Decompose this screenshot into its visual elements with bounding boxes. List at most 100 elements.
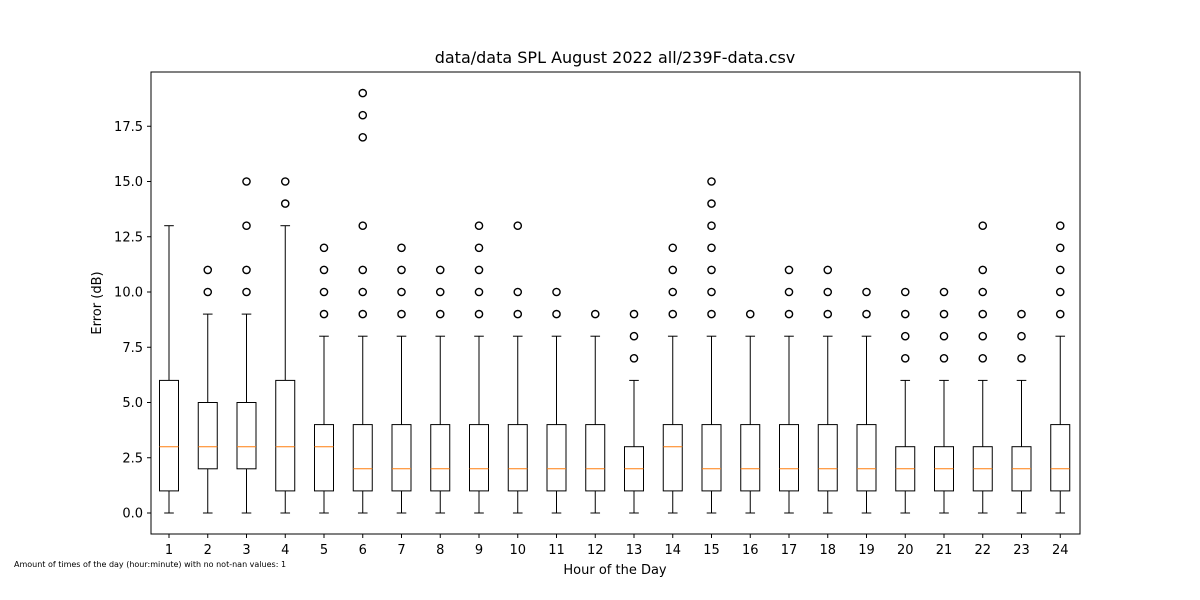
outlier-point bbox=[707, 177, 716, 186]
outlier-point bbox=[629, 353, 639, 363]
box bbox=[430, 424, 451, 492]
outlier-point bbox=[707, 287, 716, 297]
box bbox=[197, 402, 218, 470]
x-tick-label: 2 bbox=[204, 543, 212, 558]
box bbox=[275, 379, 296, 492]
y-tick-label: 7.5 bbox=[122, 341, 143, 356]
outlier-point bbox=[745, 309, 755, 319]
box bbox=[469, 424, 489, 492]
outlier-point bbox=[358, 265, 368, 275]
outlier-point bbox=[784, 287, 794, 297]
x-tick-label: 17 bbox=[781, 543, 798, 558]
outlier-point bbox=[319, 265, 329, 275]
outlier-point bbox=[629, 309, 639, 319]
y-tick-label: 10.0 bbox=[114, 286, 143, 301]
y-tick-label: 2.5 bbox=[122, 451, 143, 466]
outlier-point bbox=[629, 331, 639, 341]
axes-frame bbox=[150, 71, 1081, 535]
box bbox=[352, 424, 373, 492]
outlier-point bbox=[1017, 331, 1026, 341]
x-tick-label: 10 bbox=[509, 543, 526, 558]
x-tick-label: 8 bbox=[436, 543, 444, 558]
outlier-point bbox=[978, 309, 988, 319]
x-tick-label: 21 bbox=[936, 543, 953, 558]
outlier-point bbox=[474, 287, 484, 297]
outlier-point bbox=[823, 287, 833, 297]
outlier-point bbox=[784, 309, 794, 319]
outlier-point bbox=[474, 221, 484, 230]
box bbox=[817, 424, 838, 492]
outlier-point bbox=[900, 287, 910, 297]
outlier-point bbox=[668, 309, 678, 319]
x-tick-label: 14 bbox=[664, 543, 681, 558]
outlier-point bbox=[668, 287, 678, 297]
outlier-point bbox=[668, 265, 678, 275]
outlier-point bbox=[978, 353, 988, 363]
x-tick-label: 18 bbox=[819, 543, 836, 558]
box bbox=[314, 424, 334, 492]
x-tick-label: 20 bbox=[897, 543, 914, 558]
outlier-point bbox=[707, 309, 716, 319]
outlier-point bbox=[552, 309, 561, 319]
outlier-point bbox=[900, 309, 910, 319]
outlier-point bbox=[590, 309, 600, 319]
x-tick-label: 7 bbox=[397, 543, 405, 558]
y-tick-label: 12.5 bbox=[114, 230, 143, 245]
outlier-point bbox=[242, 177, 251, 186]
box bbox=[779, 424, 799, 492]
outlier-point bbox=[319, 243, 329, 253]
x-tick-label: 3 bbox=[242, 543, 250, 558]
box bbox=[701, 424, 722, 492]
outlier-point bbox=[668, 243, 678, 253]
x-tick-label: 1 bbox=[165, 543, 173, 558]
outlier-point bbox=[1055, 243, 1065, 253]
y-axis-label: Error (dB) bbox=[90, 271, 105, 334]
box bbox=[507, 424, 528, 492]
outlier-point bbox=[397, 309, 406, 319]
outlier-point bbox=[280, 199, 290, 208]
outlier-point bbox=[435, 265, 445, 275]
outlier-point bbox=[707, 221, 716, 230]
box bbox=[236, 402, 257, 470]
outlier-point bbox=[358, 287, 368, 297]
outlier-point bbox=[474, 265, 484, 275]
outlier-point bbox=[1017, 309, 1026, 319]
outlier-point bbox=[939, 287, 949, 297]
box bbox=[585, 424, 606, 492]
x-tick-label: 16 bbox=[742, 543, 759, 558]
chart-title: data/data SPL August 2022 all/239F-data.… bbox=[435, 48, 796, 67]
x-tick-label: 9 bbox=[475, 543, 483, 558]
outlier-point bbox=[823, 309, 833, 319]
box bbox=[546, 424, 567, 492]
outlier-point bbox=[900, 353, 910, 363]
y-tick-label: 5.0 bbox=[122, 396, 143, 411]
x-tick-label: 5 bbox=[320, 543, 328, 558]
outlier-point bbox=[552, 287, 561, 297]
outlier-point bbox=[707, 243, 716, 253]
outlier-point bbox=[435, 309, 445, 319]
outlier-point bbox=[319, 309, 329, 319]
outlier-point bbox=[784, 265, 794, 275]
outlier-point bbox=[203, 265, 213, 275]
outlier-point bbox=[978, 221, 988, 230]
outlier-point bbox=[203, 287, 213, 297]
outlier-point bbox=[242, 287, 251, 297]
outlier-point bbox=[1055, 265, 1065, 275]
outlier-point bbox=[823, 265, 833, 275]
outlier-point bbox=[397, 243, 406, 253]
x-tick-label: 6 bbox=[359, 543, 367, 558]
outlier-point bbox=[862, 309, 871, 319]
outlier-point bbox=[242, 265, 251, 275]
outlier-point bbox=[978, 287, 988, 297]
x-tick-label: 19 bbox=[858, 543, 875, 558]
x-tick-label: 4 bbox=[281, 543, 289, 558]
x-tick-label: 24 bbox=[1052, 543, 1069, 558]
x-tick-label: 22 bbox=[974, 543, 991, 558]
outlier-point bbox=[358, 88, 368, 98]
y-tick-label: 15.0 bbox=[114, 175, 143, 190]
outlier-point bbox=[1055, 309, 1065, 319]
outlier-point bbox=[1017, 353, 1026, 363]
